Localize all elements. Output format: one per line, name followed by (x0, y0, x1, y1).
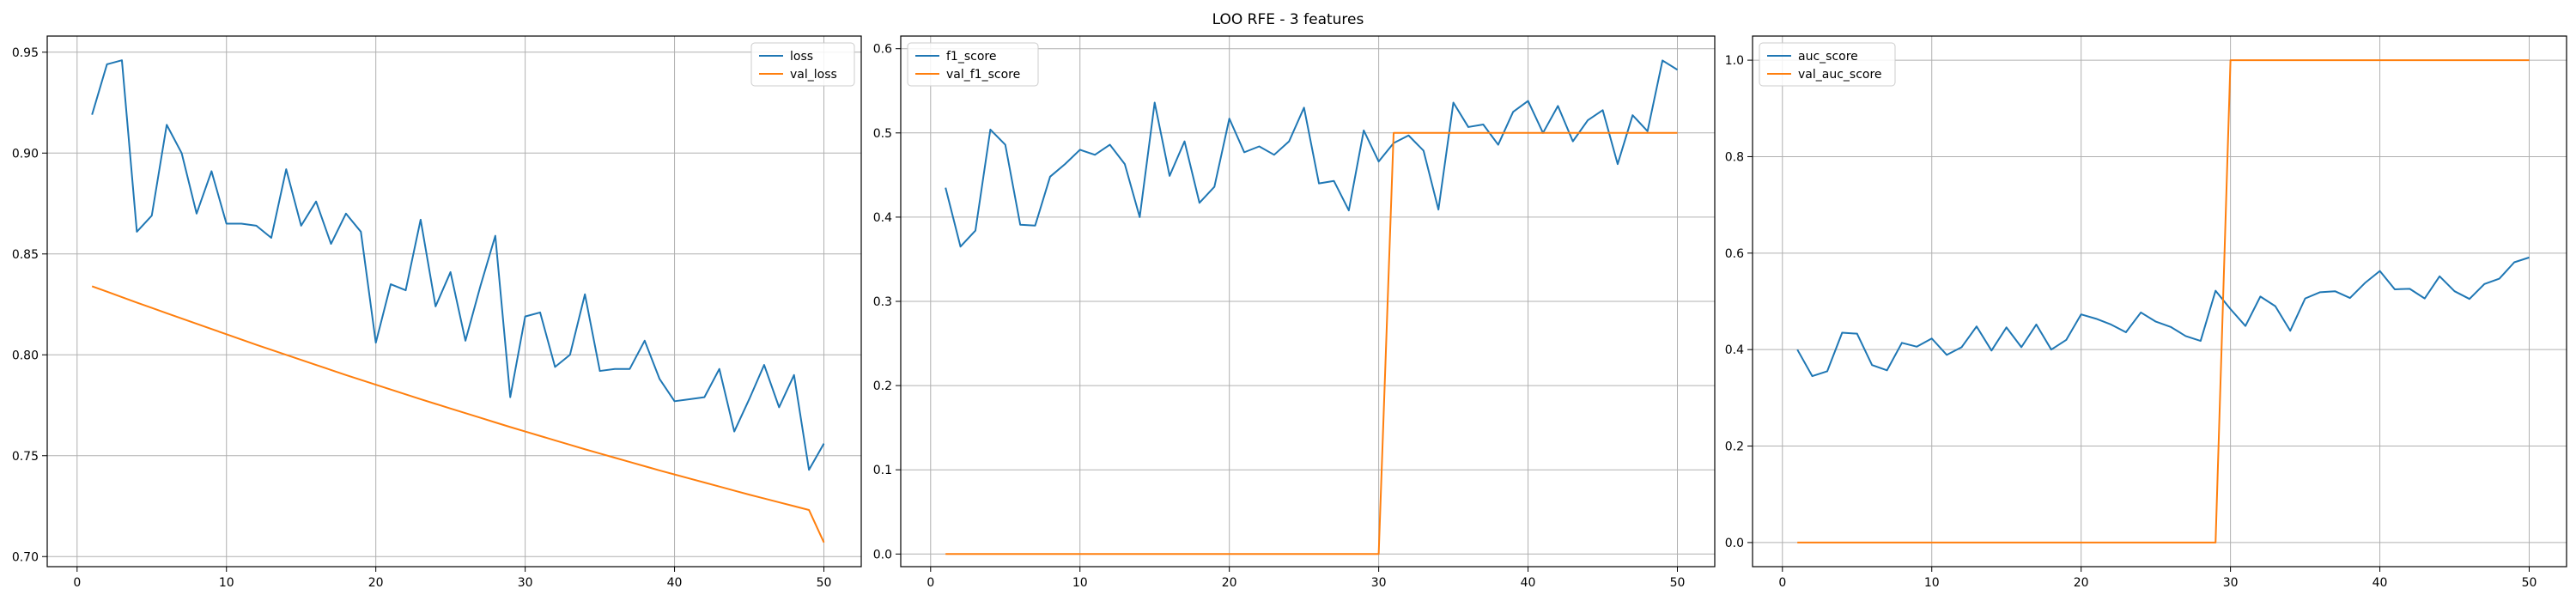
axes-frame (46, 35, 862, 568)
y-tick-label: 0.4 (1725, 343, 1744, 357)
y-tick-label: 0.2 (873, 379, 892, 393)
y-tick-label: 0.6 (873, 43, 892, 57)
y-tick-label: 0.2 (1725, 440, 1744, 454)
x-tick-label: 20 (2074, 576, 2089, 590)
y-tick-label: 0.1 (873, 464, 892, 477)
y-tick-label: 0.3 (873, 295, 892, 309)
x-tick-label: 50 (2522, 576, 2537, 590)
series-line-val-loss (91, 285, 825, 543)
f1-score-subplot: 0 10 20 30 40 50 0.0 0.1 0.2 0.3 0.4 0.5 0.6 f1_score… (873, 35, 1716, 590)
legend-box (907, 42, 1039, 87)
series-line-f1-score (945, 59, 1679, 248)
legend-label: val_f1_score (946, 68, 1020, 82)
x-tick-label: 40 (667, 576, 683, 590)
legend: auc_score val_auc_score (1759, 42, 1896, 87)
x-tick-label: 10 (1072, 576, 1088, 590)
legend-label: loss (790, 50, 813, 64)
y-tick-label: 0.5 (873, 127, 892, 141)
y-tick-label: 0.70 (12, 550, 39, 564)
x-tick-label: 10 (1924, 576, 1940, 590)
series-line-auc-score (1796, 256, 2530, 378)
x-tick-label: 20 (1222, 576, 1237, 590)
loss-subplot: 0 10 20 30 40 50 0.70 0.75 0.80 0.85 0.90 0.95 loss v… (12, 35, 862, 590)
x-tick-label: 0 (73, 576, 81, 590)
legend-box (1759, 42, 1896, 87)
legend-label: auc_score (1798, 50, 1858, 64)
y-tick-label: 0.75 (12, 450, 39, 464)
y-tick-label: 0.80 (12, 349, 39, 362)
legend-label: f1_score (946, 50, 996, 64)
x-tick-label: 30 (1371, 576, 1387, 590)
x-tick-label: 20 (368, 576, 384, 590)
y-tick-label: 0.95 (12, 46, 39, 60)
x-tick-label: 10 (219, 576, 234, 590)
auc-score-subplot: 0 10 20 30 40 50 0.0 0.2 0.4 0.6 0.8 1.0 auc_scoreva… (1725, 35, 2567, 590)
x-tick-label: 0 (1778, 576, 1786, 590)
x-tick-label: 30 (518, 576, 533, 590)
y-tick-label: 0.6 (1725, 247, 1744, 261)
x-tick-label: 40 (2372, 576, 2388, 590)
y-tick-label: 0.90 (12, 147, 39, 161)
axes-frame (1752, 35, 2567, 568)
y-tick-label: 0.85 (12, 248, 39, 262)
legend: f1_score val_f1_score (907, 42, 1039, 87)
legend: loss val_loss (750, 42, 855, 87)
figure-title: LOO RFE - 3 features (1212, 11, 1364, 28)
legend-box (750, 42, 855, 87)
x-tick-label: 30 (2223, 576, 2239, 590)
series-line-val-f1-score (945, 131, 1678, 555)
y-tick-label: 0.8 (1725, 150, 1744, 164)
x-tick-label: 50 (1670, 576, 1686, 590)
series-line-loss (91, 59, 825, 471)
series-line-val-auc-score (1797, 59, 2530, 543)
x-tick-label: 40 (1521, 576, 1536, 590)
y-tick-label: 1.0 (1725, 54, 1744, 68)
legend-label: val_loss (790, 68, 837, 82)
legend-label: val_auc_score (1798, 68, 1882, 82)
y-tick-label: 0.0 (873, 548, 892, 562)
x-tick-label: 50 (817, 576, 832, 590)
y-tick-label: 0.0 (1725, 537, 1744, 550)
x-tick-label: 0 (927, 576, 934, 590)
y-tick-label: 0.4 (873, 211, 892, 225)
